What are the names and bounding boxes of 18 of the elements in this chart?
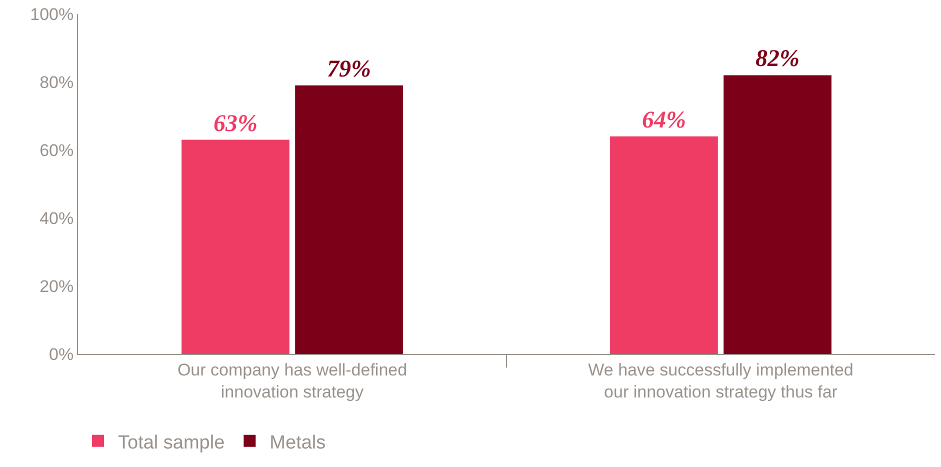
legend-label: Metals: [270, 432, 326, 454]
bar: [610, 136, 718, 354]
y-tick-label: 60%: [40, 140, 74, 160]
y-tick-label: 20%: [40, 276, 74, 296]
x-tick-label: Our company has well-defined innovation strategy: [177, 360, 408, 402]
bar: [295, 85, 403, 354]
legend-label: Total sample: [118, 432, 225, 454]
data-label: 63%: [213, 110, 258, 137]
y-tick-label: 0%: [49, 344, 74, 364]
x-tick-label: We have successfully implemented our innovation strategy thus far: [588, 360, 854, 402]
data-label: 64%: [642, 107, 686, 134]
bar: [724, 75, 832, 354]
y-tick-label: 80%: [40, 72, 74, 92]
bar: [182, 140, 290, 354]
data-label: 82%: [756, 46, 800, 72]
data-label: 79%: [327, 56, 372, 82]
y-tick-label: 40%: [40, 208, 74, 228]
y-tick-label: 100%: [30, 4, 74, 24]
